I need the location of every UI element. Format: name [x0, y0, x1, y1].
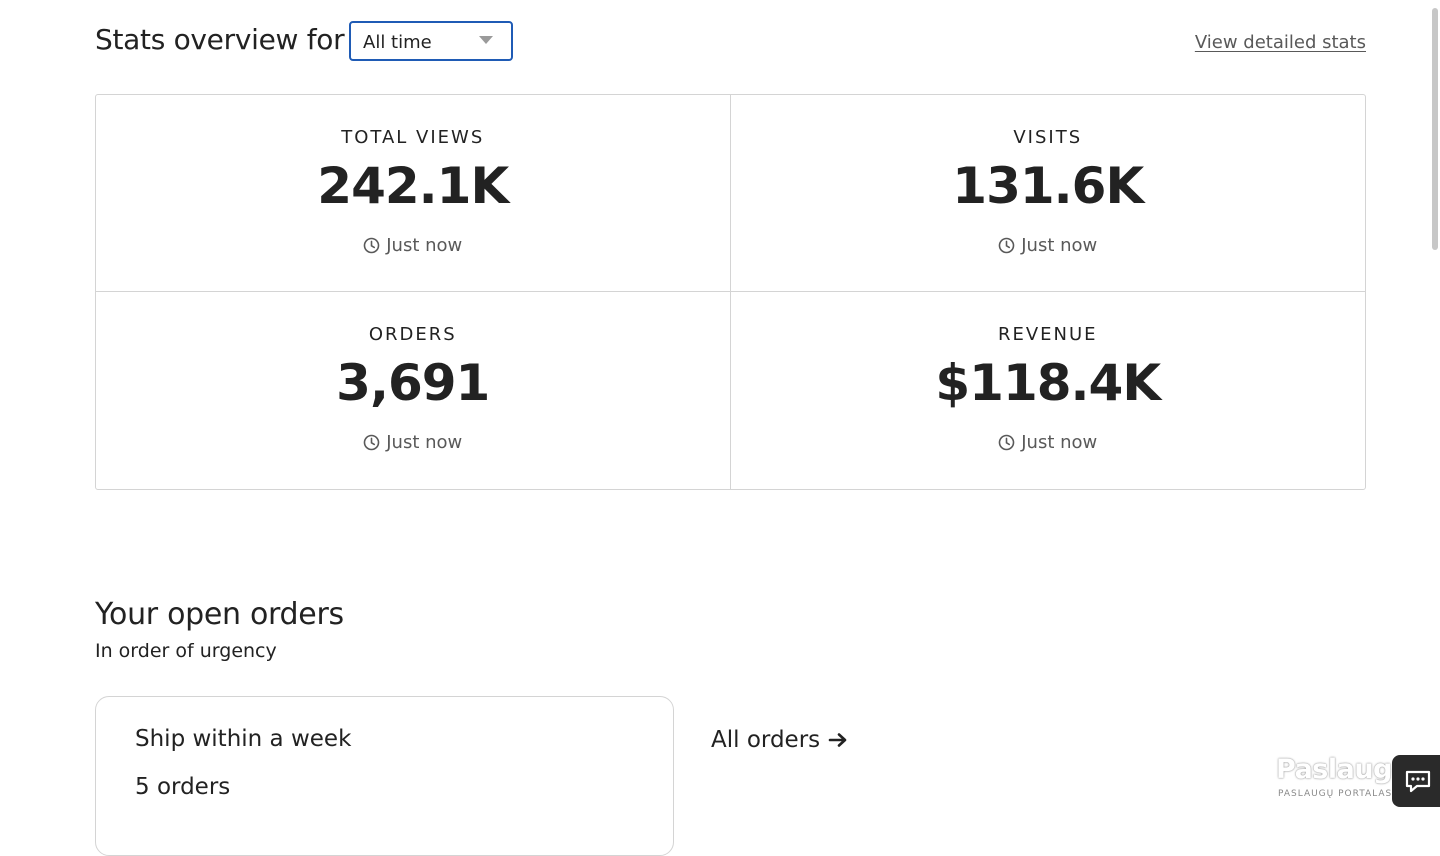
stat-updated: Just now	[96, 235, 730, 256]
stat-label: ORDERS	[368, 324, 457, 345]
stat-updated-text: Just now	[386, 432, 463, 453]
stat-card-total-views: TOTAL VIEWS 242.1K Just now	[96, 95, 731, 292]
clock-icon	[363, 434, 380, 451]
stat-label: VISITS	[1013, 127, 1083, 148]
stat-updated-text: Just now	[386, 235, 463, 256]
clock-icon	[998, 434, 1015, 451]
stat-value: 242.1K	[317, 157, 509, 215]
stat-updated: Just now	[731, 432, 1366, 453]
all-orders-link[interactable]: All orders	[711, 727, 848, 753]
arrow-right-icon	[828, 733, 847, 747]
clock-icon	[363, 237, 380, 254]
stat-value: 3,691	[336, 354, 490, 412]
stat-label: TOTAL VIEWS	[341, 127, 485, 148]
stat-value: 131.6K	[952, 157, 1144, 215]
stat-updated-text: Just now	[1021, 235, 1098, 256]
order-card-title: Ship within a week	[135, 726, 352, 752]
chat-widget-button[interactable]	[1392, 755, 1440, 807]
stat-updated: Just now	[96, 432, 730, 453]
stats-grid: TOTAL VIEWS 242.1K Just now VISITS 131.6…	[95, 94, 1366, 490]
chevron-down-icon	[479, 36, 493, 44]
stat-updated-text: Just now	[1021, 432, 1098, 453]
stat-card-visits: VISITS 131.6K Just now	[730, 95, 1366, 292]
all-orders-label: All orders	[711, 727, 821, 753]
stat-label: REVENUE	[997, 324, 1098, 345]
view-detailed-stats-link[interactable]: View detailed stats	[1194, 32, 1366, 53]
stat-value: $118.4K	[935, 354, 1161, 412]
clock-icon	[998, 237, 1015, 254]
stats-title: Stats overview for	[95, 23, 345, 56]
stat-card-orders: ORDERS 3,691 Just now	[96, 292, 731, 489]
order-card-ship-within-week[interactable]: Ship within a week 5 orders	[95, 696, 674, 856]
scrollbar-thumb[interactable]	[1432, 8, 1438, 250]
stats-header: Stats overview for All time View detaile…	[95, 20, 1366, 66]
watermark-subtext: PASLAUGŲ PORTALAS	[1278, 789, 1393, 799]
stat-card-revenue: REVENUE $118.4K Just now	[731, 292, 1366, 489]
period-select[interactable]: All time	[349, 21, 513, 61]
chat-icon	[1405, 770, 1431, 793]
stat-updated: Just now	[731, 235, 1366, 256]
open-orders-subtitle: In order of urgency	[95, 640, 277, 662]
period-select-value: All time	[363, 32, 432, 53]
open-orders-title: Your open orders	[95, 597, 344, 632]
order-card-count: 5 orders	[135, 774, 231, 800]
